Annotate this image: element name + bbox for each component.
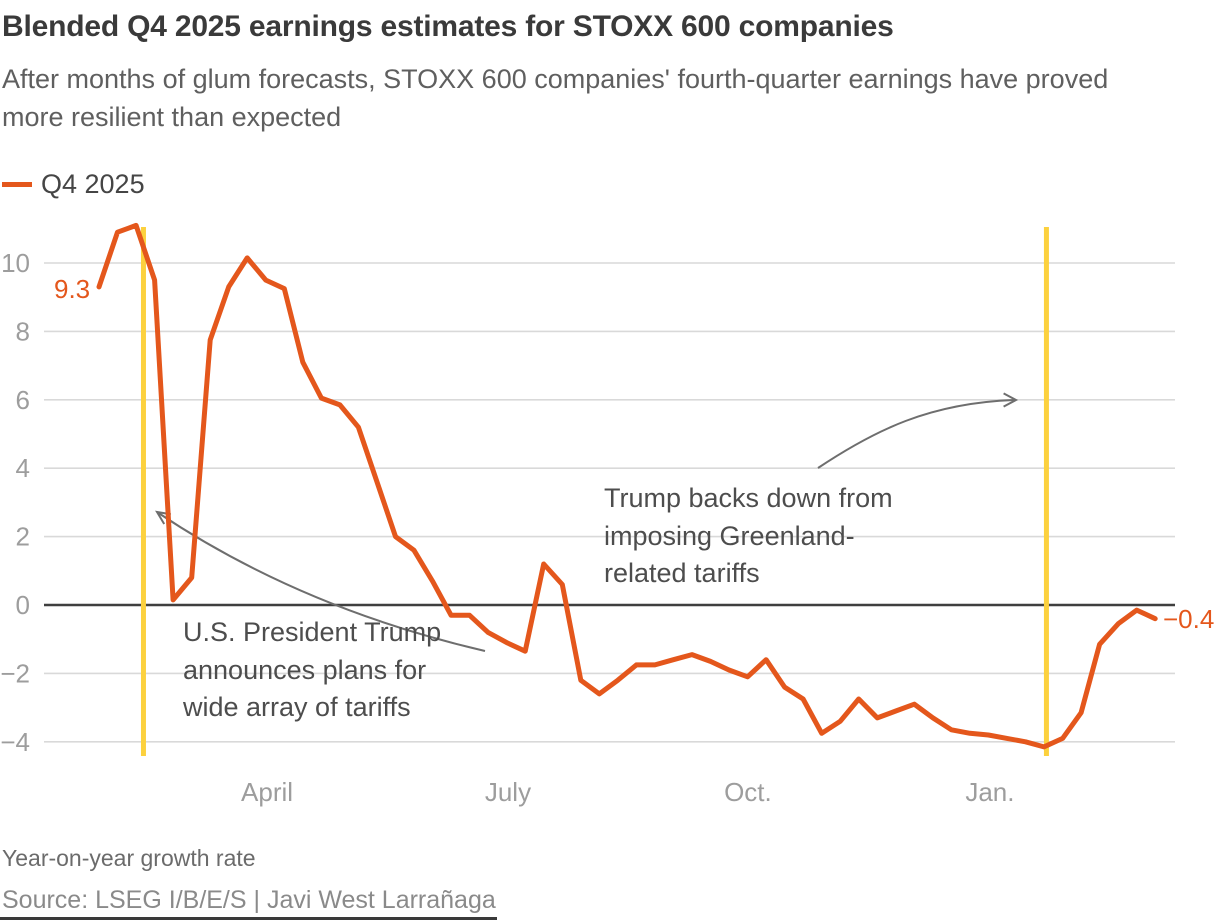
y-tick-label: −2 xyxy=(0,658,30,688)
annotation-line: imposing Greenland- xyxy=(604,520,855,551)
x-tick-label: July xyxy=(485,777,531,807)
subtitle-line: more resilient than expected xyxy=(2,102,342,132)
chart-title: Blended Q4 2025 earnings estimates for S… xyxy=(2,10,894,43)
y-tick-label: 6 xyxy=(16,385,30,415)
annotation-tariff-announcement: U.S. President Trump announces plans for… xyxy=(183,614,441,727)
y-tick-label: −4 xyxy=(0,727,30,757)
legend-line-swatch xyxy=(2,182,32,187)
legend: Q4 2025 xyxy=(2,169,145,200)
y-tick-label: 8 xyxy=(16,316,30,346)
series-line-q4-2025 xyxy=(96,222,1158,750)
greenland-backdown-arrow xyxy=(817,399,1015,469)
x-tick-label: April xyxy=(241,777,293,807)
axis-unit-note: Year-on-year growth rate xyxy=(2,845,256,871)
last-point-value-label: −0.4 xyxy=(1163,604,1215,634)
source-credit: Source: LSEG I/B/E/S | Javi West Larraña… xyxy=(2,886,496,914)
y-tick-label: 2 xyxy=(16,522,30,552)
x-tick-label: Oct. xyxy=(724,777,772,807)
annotation-line: announces plans for xyxy=(183,654,427,685)
annotation-line: U.S. President Trump xyxy=(183,617,442,647)
first-point-value-label: 9.3 xyxy=(54,274,91,304)
y-tick-label: 10 xyxy=(1,248,30,278)
y-tick-label: 0 xyxy=(16,590,30,620)
subtitle-line: After months of glum forecasts, STOXX 60… xyxy=(2,64,1109,94)
annotation-line: Trump backs down from xyxy=(604,483,893,513)
x-tick-label: Jan. xyxy=(965,777,1014,807)
annotation-line: wide array of tariffs xyxy=(183,692,411,722)
event-lines xyxy=(140,227,1049,756)
bottom-rule xyxy=(0,917,497,920)
legend-label: Q4 2025 xyxy=(41,169,145,199)
series-lines xyxy=(96,222,1158,750)
greenland-backdown-arrowhead xyxy=(1003,392,1019,408)
annotation-greenland-backdown: Trump backs down from imposing Greenland… xyxy=(604,480,893,593)
y-tick-label: 4 xyxy=(16,453,30,483)
chart-subtitle: After months of glum forecasts, STOXX 60… xyxy=(2,60,1108,136)
annotation-line: related tariffs xyxy=(604,558,760,588)
gridlines xyxy=(44,262,1175,743)
axis-tick-labels: 10 8 6 4 2 0 −2 −4 April July Oct. Jan. xyxy=(0,248,1014,807)
